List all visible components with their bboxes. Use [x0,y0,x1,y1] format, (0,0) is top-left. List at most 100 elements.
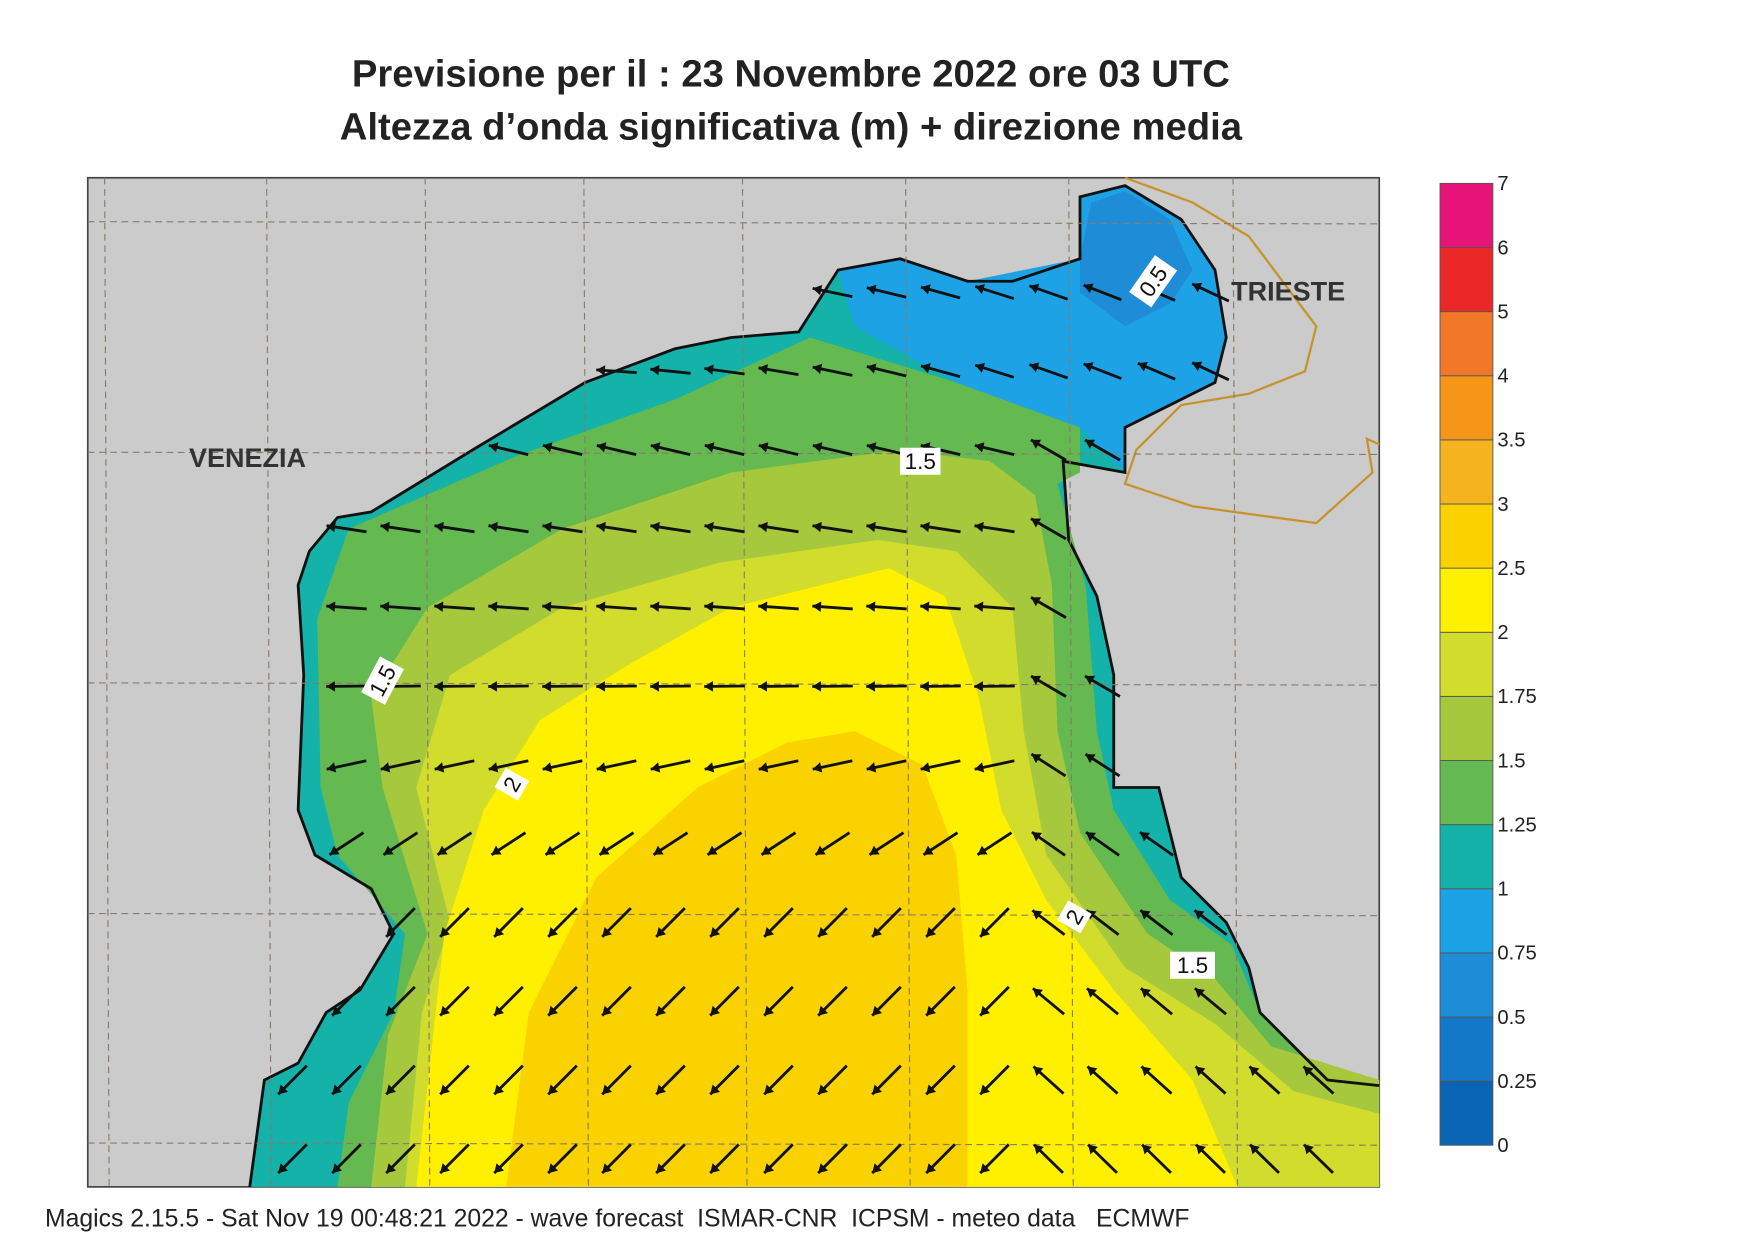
arrow-head [704,762,715,773]
colorbar-swatch [1439,1080,1494,1146]
arrow-head [1141,1066,1152,1077]
arrow-head [974,681,983,692]
arrow-head [704,364,714,375]
graticule-line [87,682,1380,686]
arrow-head [548,1005,559,1016]
arrow-head [872,1005,883,1016]
colorbar-swatch [1439,1016,1494,1082]
map: VENEZIA TRIESTE 0.5 1.5 1.5 2 2 1.5 [86,176,1381,1188]
arrow-head [974,521,984,533]
contour-label: 1.5 [1170,951,1215,979]
arrow-head [764,1005,775,1016]
arrow-head [488,681,497,692]
arrow-head [1304,1144,1314,1155]
wave-directions [277,282,1335,1175]
arrow-head [602,1005,613,1016]
arrow-head [542,442,553,453]
arrow-head [1032,988,1043,998]
contour-label: 1.5 [361,656,404,705]
arrow-head [812,762,823,773]
arrow-head [383,845,394,855]
city-label: TRIESTE [1231,276,1345,306]
graticule-line [87,221,1380,225]
arrow-head [704,601,714,612]
arrow-head [1030,518,1042,528]
arrow-head [975,362,986,373]
arrow-head [764,1163,775,1174]
colorbar-swatch [1439,631,1494,697]
arrow-head [758,442,769,453]
arrow-head [977,845,988,855]
arrow-head [710,1084,721,1095]
colorbar-swatch [1439,760,1494,826]
arrow-head [812,363,823,375]
arrow-head [494,1005,505,1016]
arrow-head [812,521,822,533]
arrow-head [596,442,607,453]
arrow-head [926,1005,937,1016]
arrow-head [326,681,335,692]
arrow-head [596,681,605,692]
colorbar-swatch [1439,888,1494,954]
arrow-head [1031,754,1042,764]
arrow-head [704,681,713,692]
arrow-head [650,681,659,692]
arrow-head [710,1163,721,1174]
arrow-head [818,1163,829,1174]
arrow-head [542,681,551,692]
arrow-head [1194,988,1205,998]
arrow-head [812,681,821,692]
arrow-head [866,762,877,773]
arrow-head [1192,361,1203,372]
arrow-head [704,521,714,533]
arrow-head [1031,675,1042,685]
title: Previsione per il : 23 Novembre 2022 ore… [352,53,1230,96]
colorbar-label: 7 [1497,173,1508,195]
arrow-head [326,762,337,773]
arrow-head [980,1163,991,1174]
colorbar-label: 2 [1497,622,1508,644]
arrow-head [650,521,660,533]
colorbar-label: 2.5 [1497,558,1525,580]
arrow-head [866,681,875,692]
arrow-head [599,845,610,855]
arrow-head [440,1005,451,1016]
arrow-head [818,1005,829,1016]
arrow-head [710,1005,721,1016]
arrow-head [1142,1144,1152,1155]
colorbar-swatch [1439,247,1494,313]
arrow-head [1194,910,1205,920]
colorbar-label: 1.5 [1497,750,1525,772]
arrow-head [380,601,390,612]
arrow-head [488,521,498,533]
arrow-head [1030,597,1042,607]
arrow-head [440,1084,451,1095]
arrow-head [440,1163,451,1174]
arrow-head [758,601,768,612]
colorbar-swatch [1439,503,1494,569]
arrow-head [818,926,829,937]
arrow-head [1029,362,1040,373]
colorbar-label: 1.25 [1497,814,1536,836]
arrow-head [761,845,772,855]
arrow-head [872,1163,883,1174]
arrow-head [920,762,931,773]
arrow-head [386,1163,397,1174]
arrow-head [548,1163,559,1174]
city-label: VENEZIA [189,443,306,473]
arrow-head [596,762,607,773]
arrow-head [326,521,336,533]
colorbar-label: 6 [1497,237,1508,259]
arrow-head [488,601,498,612]
arrow-head [656,926,667,937]
arrow-head [974,762,985,773]
arrow-head [872,926,883,937]
arrow-head [278,1084,289,1095]
arrow-head [866,363,877,374]
arrow-head [434,601,444,612]
arrow-head [920,521,930,533]
arrow-head [1087,1066,1098,1077]
arrow-head [764,1084,775,1095]
colorbar-swatch [1439,567,1494,633]
arrow-head [650,364,660,376]
